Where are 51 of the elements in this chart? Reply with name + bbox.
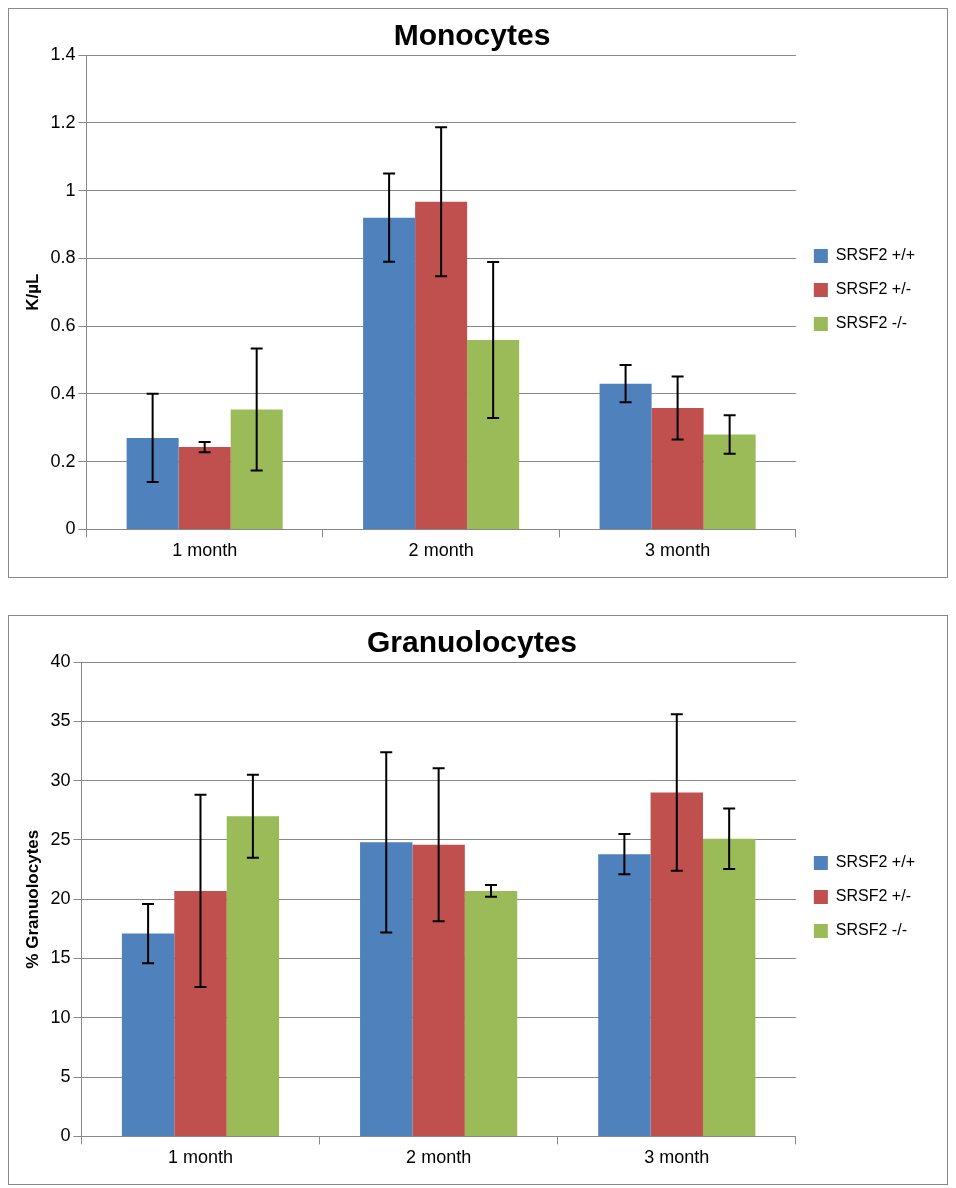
y-tick-label: 0.6 — [50, 315, 76, 336]
legend-label: SRSF2 +/+ — [835, 246, 916, 264]
bar — [360, 842, 413, 1136]
bar — [703, 434, 756, 529]
legend-label: SRSF2 -/- — [835, 921, 907, 939]
y-tick-label: 1.2 — [50, 111, 76, 132]
y-tick-label: 0.2 — [50, 450, 76, 471]
y-tick-label: 15 — [50, 947, 71, 968]
y-tick-label: 0 — [65, 518, 76, 539]
bar — [702, 838, 756, 1136]
x-tick-label: 1 month — [172, 540, 238, 561]
y-tick-label: 0 — [60, 1125, 71, 1146]
y-tick-label: 1.4 — [50, 43, 76, 64]
bar — [598, 854, 651, 1136]
y-tick-label: 25 — [50, 828, 71, 849]
x-tick-label: 3 month — [645, 540, 711, 561]
y-tick-label: 30 — [50, 769, 71, 790]
legend-label: SRSF2 +/- — [835, 887, 911, 905]
bar — [174, 890, 227, 1136]
bar — [178, 447, 231, 529]
bar — [230, 409, 283, 529]
y-axis-title: K/µL — [22, 273, 42, 311]
y-tick-label: 1 — [65, 179, 76, 200]
legend-label: SRSF2 +/- — [835, 280, 911, 298]
x-tick-label: 3 month — [644, 1147, 710, 1168]
y-tick-label: 5 — [60, 1066, 71, 1087]
bar — [412, 844, 465, 1136]
bar — [650, 792, 703, 1136]
bar — [415, 201, 468, 529]
bar — [363, 217, 416, 529]
x-tick-label: 2 month — [408, 540, 474, 561]
y-tick-label: 10 — [50, 1006, 71, 1027]
chart-title: Monocytes — [393, 18, 551, 52]
bar — [651, 408, 704, 529]
bar — [226, 816, 280, 1136]
bar — [464, 890, 518, 1136]
y-tick-label: 0.4 — [50, 382, 76, 403]
y-tick-label: 40 — [50, 650, 71, 671]
y-tick-label: 35 — [50, 710, 71, 731]
x-tick-label: 2 month — [406, 1147, 472, 1168]
legend-label: SRSF2 -/- — [835, 314, 907, 332]
legend-label: SRSF2 +/+ — [835, 853, 916, 871]
y-axis-title: % Granuolocytes — [22, 829, 42, 969]
y-tick-label: 20 — [50, 888, 71, 909]
x-tick-label: 1 month — [167, 1147, 234, 1168]
bar — [121, 933, 175, 1136]
chart-title: Granuolocytes — [366, 625, 578, 659]
bar — [599, 383, 652, 529]
y-tick-label: 0.8 — [50, 247, 76, 268]
bar — [467, 339, 520, 529]
bar — [126, 437, 179, 529]
